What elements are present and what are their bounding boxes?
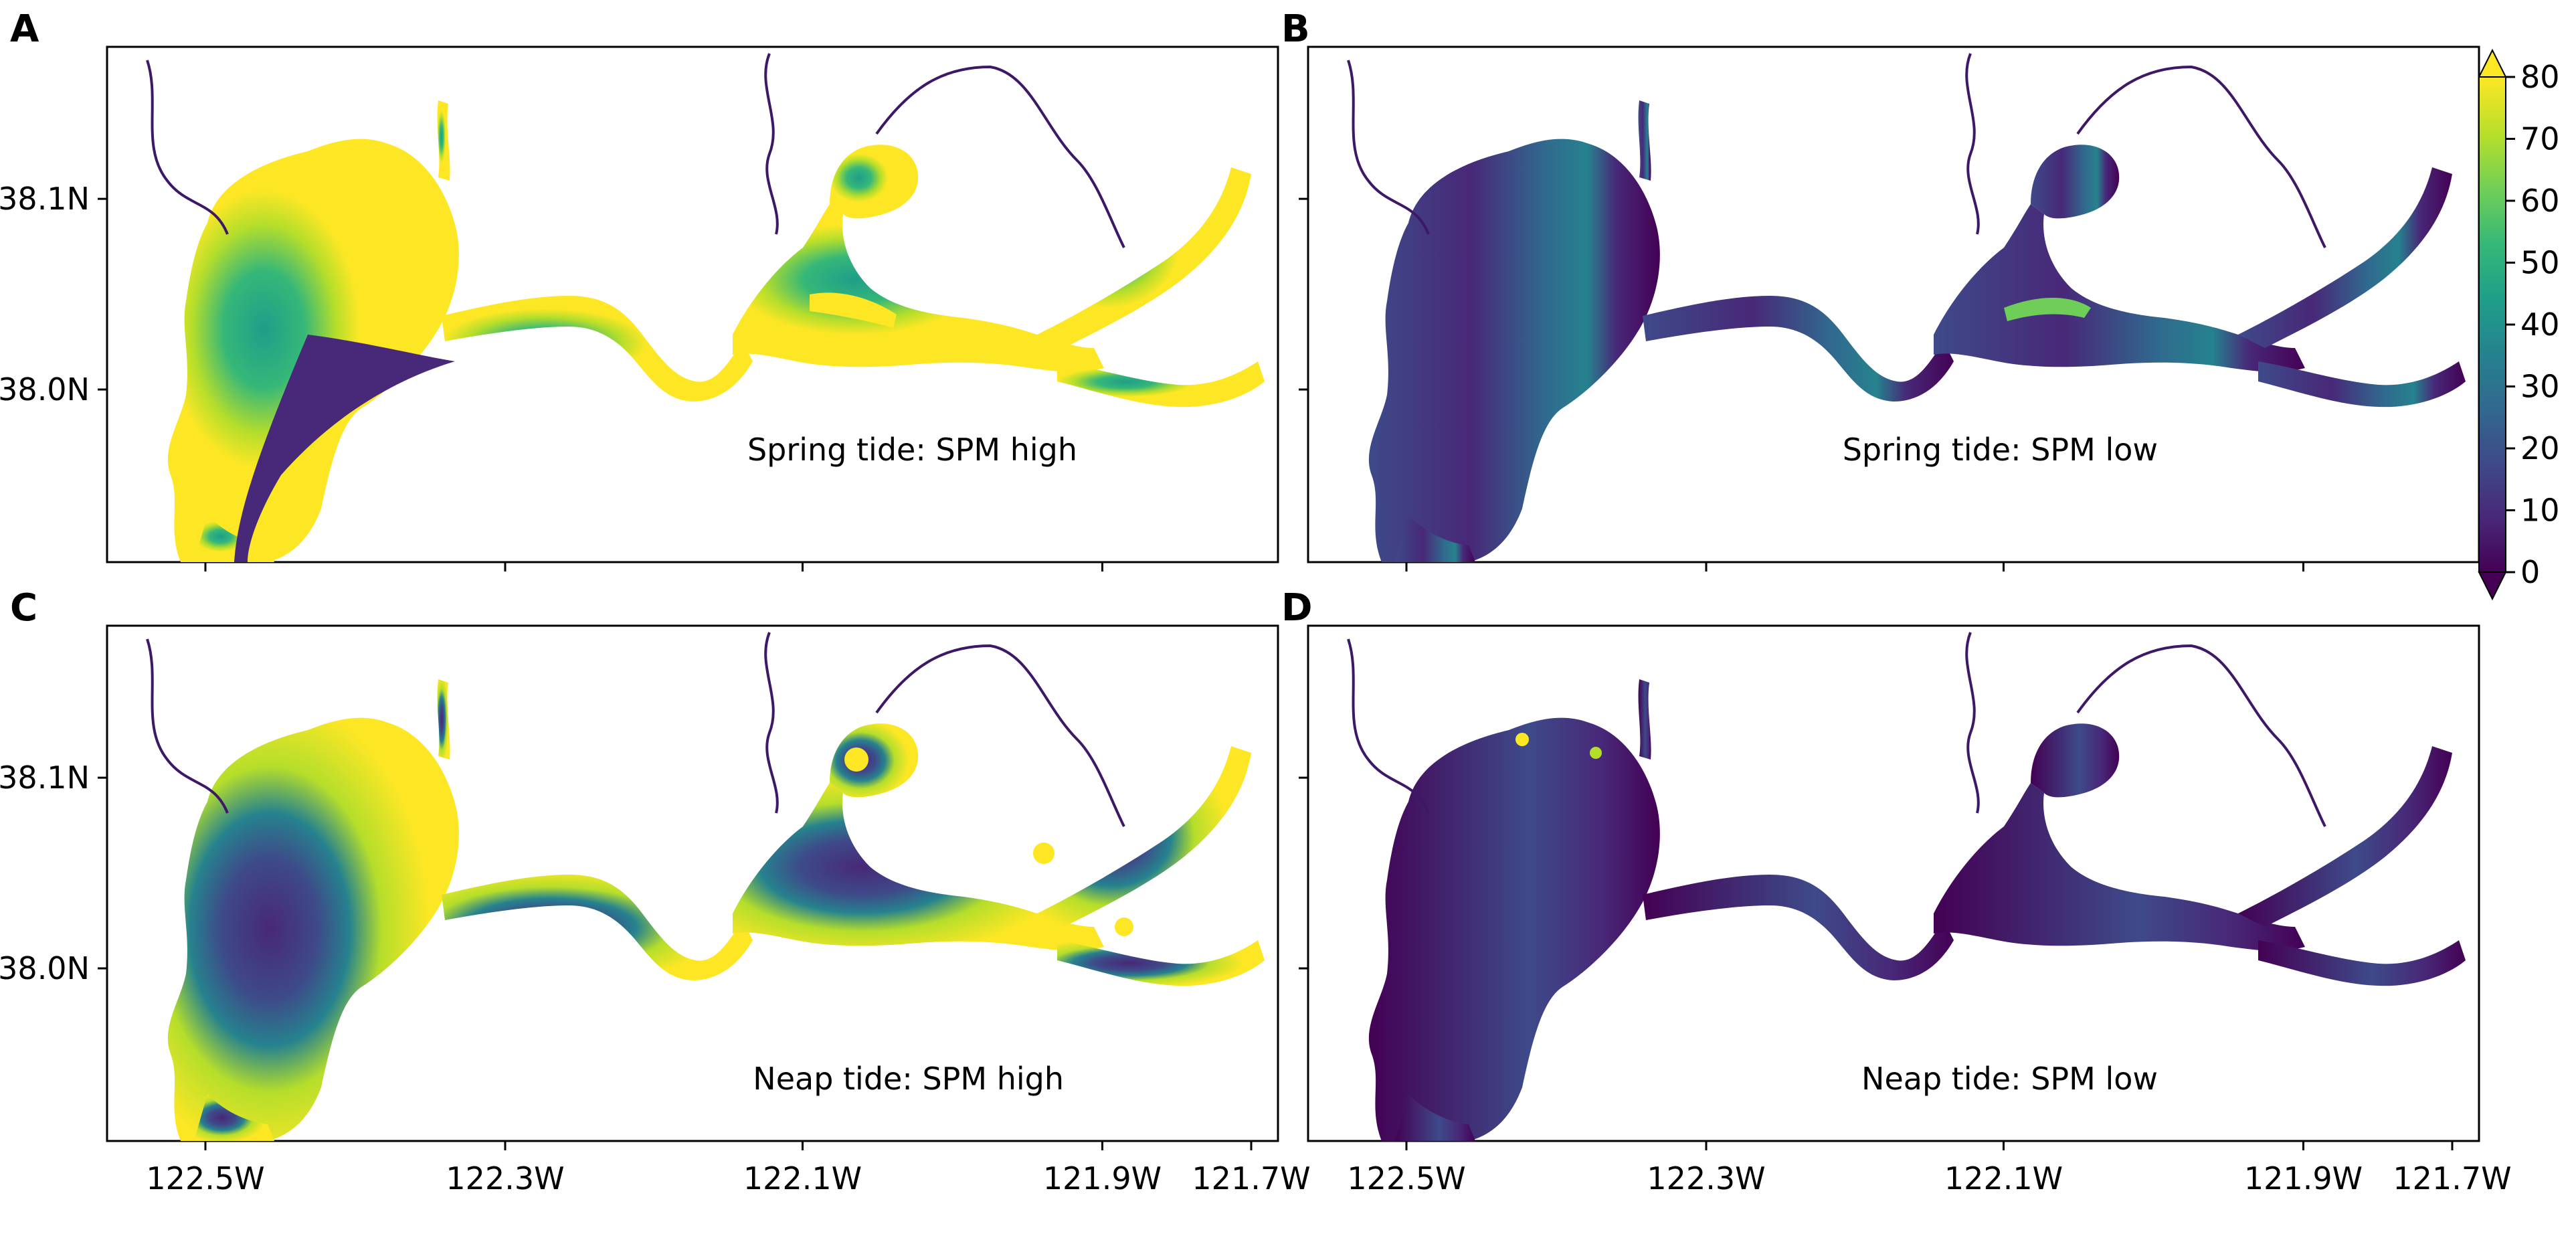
panel-d-caption: Neap tide: SPM low	[1861, 1061, 2158, 1097]
colorbar-tick-label: 20	[2520, 430, 2560, 466]
colorbar-ticks: 80 70 60 50 40 30 20 10 0	[2506, 59, 2560, 590]
panel-c-map	[146, 632, 1265, 1141]
panel-d-letter: D	[1281, 586, 1312, 630]
panel-a-caption: Spring tide: SPM high	[747, 432, 1077, 468]
panel-c-letter: C	[10, 586, 37, 630]
y-tick-label: 38.1N	[0, 760, 90, 796]
panel-d-map	[1347, 632, 2466, 1141]
panel-b-map	[1347, 53, 2466, 562]
panel-b: B Spring tide: SPM low	[1281, 7, 2480, 563]
panel-c: C Neap tide: SPM high	[10, 586, 1279, 1142]
y-tick-label: 38.0N	[0, 950, 90, 986]
panel-a-map	[146, 53, 1265, 562]
colorbar-extend-max	[2478, 48, 2507, 78]
axes: 38.1N 38.0N 122.5W 122.3W 122.1W 121.9W 121.7W…	[0, 181, 2512, 1197]
colorbar-tick-label: 30	[2520, 369, 2560, 405]
panel-a: A Spring tide: SPM high	[10, 7, 1279, 563]
x-tick-label: 122.5W	[146, 1160, 264, 1197]
y-tick-label: 38.0N	[0, 371, 90, 408]
x-tick-label: 121.7W	[1192, 1160, 1310, 1197]
x-tick-label: 122.5W	[1347, 1160, 1465, 1197]
colorbar: 80 70 60 50 40 30 20 10 0	[2478, 48, 2560, 601]
panel-b-letter: B	[1281, 7, 1310, 51]
colorbar-tick-label: 0	[2520, 554, 2540, 590]
x-tick-label: 122.1W	[1944, 1160, 2063, 1197]
colorbar-tick-label: 60	[2520, 183, 2560, 219]
colorbar-body	[2478, 76, 2506, 573]
panel-b-caption: Spring tide: SPM low	[1843, 432, 2158, 468]
x-tick-label: 122.1W	[743, 1160, 862, 1197]
y-tick-label: 38.1N	[0, 181, 90, 217]
colorbar-tick-label: 50	[2520, 245, 2560, 281]
colorbar-tick-label: 70	[2520, 121, 2560, 157]
x-tick-label: 122.3W	[446, 1160, 564, 1197]
panel-c-caption: Neap tide: SPM high	[753, 1061, 1064, 1097]
x-tick-label: 121.9W	[1043, 1160, 1162, 1197]
colorbar-tick-label: 40	[2520, 306, 2560, 343]
x-tick-label: 121.7W	[2393, 1160, 2511, 1197]
colorbar-tick-label: 10	[2520, 493, 2560, 529]
x-tick-label: 121.9W	[2244, 1160, 2363, 1197]
panel-d: D Neap tide: SPM low	[1281, 586, 2480, 1142]
colorbar-tick-label: 80	[2520, 59, 2560, 95]
colorbar-extend-min	[2478, 571, 2507, 601]
panel-a-letter: A	[10, 7, 39, 51]
x-tick-label: 122.3W	[1647, 1160, 1765, 1197]
